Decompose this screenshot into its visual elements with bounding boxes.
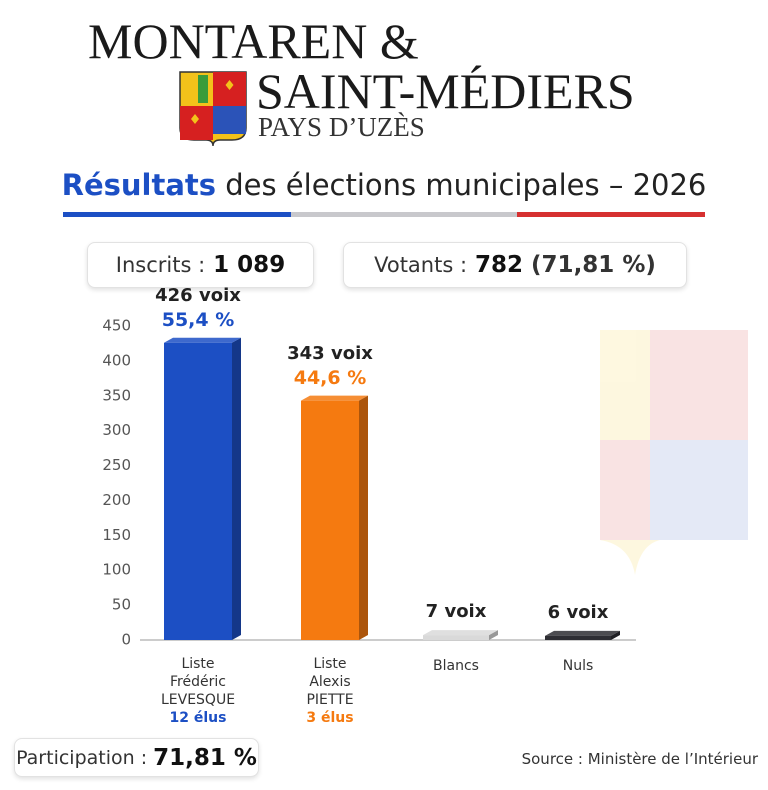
- bar-top: [423, 630, 498, 636]
- bar: [301, 400, 359, 640]
- y-tick-label: 350: [102, 386, 131, 404]
- seat-label: 3 élus: [306, 710, 354, 726]
- y-tick-label: 300: [102, 421, 131, 439]
- bar-top: [301, 395, 368, 401]
- flag-stripe: [517, 212, 705, 217]
- share-label: 44,6 %: [293, 366, 367, 389]
- subtitle-text: des élections municipales – 2026: [225, 168, 707, 202]
- source: Source : Ministère de l’Intérieur: [521, 750, 758, 768]
- bar-top: [164, 337, 241, 343]
- title-line: SAINT-MÉDIERS: [256, 63, 635, 119]
- stat-value: 71,81 %: [153, 744, 257, 771]
- value-label: 343 voix: [287, 342, 373, 364]
- bar-side: [232, 337, 241, 640]
- logo-shield: [179, 71, 247, 147]
- y-tick-label: 0: [121, 631, 131, 649]
- x-tick-label: Liste Alexis PIETTE: [306, 656, 354, 708]
- flag-stripe: [291, 212, 517, 217]
- subtitle-emphasis: Résultats: [61, 168, 217, 202]
- value-label: 6 voix: [547, 601, 609, 623]
- y-tick-label: 250: [102, 456, 131, 474]
- y-tick-label: 400: [102, 351, 131, 369]
- y-tick-label: 50: [112, 596, 131, 614]
- subtitle: Résultats des élections municipales – 20…: [0, 168, 768, 202]
- stat-value: (71,81 %): [531, 252, 656, 278]
- seat-label: 12 élus: [169, 710, 227, 726]
- y-tick-label: 200: [102, 491, 131, 509]
- bar: [545, 635, 611, 640]
- x-tick-label: Liste Frédéric LEVESQUE: [160, 656, 236, 708]
- stat-box: Participation :71,81 %: [14, 738, 259, 777]
- y-tick-label: 100: [102, 561, 131, 579]
- value-label: 426 voix: [155, 284, 241, 306]
- stat-value: 782: [475, 252, 524, 278]
- title-line: PAYS D’UZÈS: [258, 112, 425, 142]
- flag-stripe: [63, 212, 291, 217]
- stat-box: Votants : 782 (71,81 %): [343, 242, 687, 288]
- stat-box: Inscrits : 1 089: [87, 242, 314, 288]
- y-tick-label: 150: [102, 526, 131, 544]
- x-tick-label: Nuls: [562, 658, 594, 674]
- watermark: [600, 330, 748, 575]
- y-tick-label: 450: [102, 317, 131, 335]
- bar: [164, 342, 232, 640]
- x-tick-label: Blancs: [433, 658, 479, 674]
- title-line: MONTAREN &: [88, 13, 419, 69]
- stat-label: Inscrits :: [115, 253, 206, 277]
- bar: [423, 635, 489, 640]
- share-label: 55,4 %: [161, 308, 235, 331]
- bar-top: [545, 630, 620, 636]
- stat-value: 1 089: [213, 252, 286, 278]
- stat-label: Participation :: [16, 746, 148, 769]
- value-label: 7 voix: [425, 601, 487, 623]
- bar-side: [489, 630, 498, 640]
- bar-side: [611, 630, 620, 640]
- bar-side: [359, 395, 368, 640]
- stat-label: Votants :: [374, 253, 468, 277]
